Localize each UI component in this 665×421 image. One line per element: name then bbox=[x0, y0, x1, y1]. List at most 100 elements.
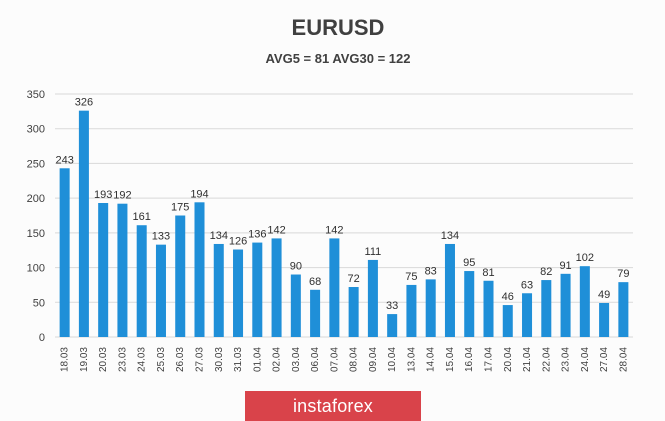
data-label: 194 bbox=[190, 188, 208, 200]
data-label: 111 bbox=[365, 246, 382, 258]
y-axis: 0 50 100 150 200 250 300 350 bbox=[27, 89, 45, 344]
bar bbox=[290, 274, 301, 337]
x-axis: 18.03 19.03 20.03 23.03 24.03 25.03 26.03 27.03… bbox=[60, 347, 630, 372]
bar bbox=[483, 280, 494, 337]
data-label: 79 bbox=[617, 268, 629, 280]
bar bbox=[348, 287, 359, 337]
data-label: 91 bbox=[559, 260, 571, 272]
x-tick-label: 02.04 bbox=[272, 347, 283, 372]
bar bbox=[155, 244, 166, 337]
bar bbox=[464, 271, 475, 337]
bar bbox=[136, 225, 147, 337]
bar bbox=[98, 203, 109, 337]
y-tick-label: 300 bbox=[27, 124, 45, 136]
bar bbox=[599, 302, 610, 337]
bar bbox=[406, 284, 417, 337]
x-tick-label: 14.04 bbox=[426, 347, 437, 372]
data-label: 161 bbox=[133, 211, 151, 223]
y-tick-label: 150 bbox=[27, 228, 45, 240]
data-label: 83 bbox=[425, 265, 437, 277]
bar bbox=[387, 314, 398, 337]
bar bbox=[310, 289, 321, 337]
y-tick-label: 250 bbox=[27, 158, 45, 170]
data-label: 193 bbox=[94, 189, 112, 201]
x-tick-label: 28.04 bbox=[618, 347, 629, 372]
bars bbox=[59, 110, 629, 337]
data-label: 95 bbox=[463, 257, 475, 269]
x-tick-label: 06.04 bbox=[310, 347, 321, 372]
x-tick-label: 30.03 bbox=[214, 347, 225, 372]
y-tick-label: 100 bbox=[27, 263, 45, 275]
x-tick-label: 23.04 bbox=[561, 347, 572, 372]
bar bbox=[175, 215, 186, 337]
bar bbox=[618, 282, 629, 337]
x-tick-label: 13.04 bbox=[406, 347, 417, 372]
watermark-text: instaforex bbox=[292, 395, 374, 416]
data-label: 49 bbox=[598, 289, 610, 301]
bar bbox=[329, 238, 340, 337]
data-label: 136 bbox=[248, 229, 266, 241]
x-tick-label: 26.03 bbox=[175, 347, 186, 372]
x-tick-label: 08.04 bbox=[349, 347, 360, 372]
data-label: 72 bbox=[348, 273, 360, 285]
x-tick-label: 15.04 bbox=[445, 347, 456, 372]
x-tick-label: 10.04 bbox=[387, 347, 398, 372]
bar bbox=[560, 273, 571, 337]
data-label: 46 bbox=[502, 291, 514, 303]
bar bbox=[367, 259, 378, 337]
data-label: 192 bbox=[113, 190, 131, 202]
x-tick-label: 24.03 bbox=[137, 347, 148, 372]
x-tick-label: 16.04 bbox=[464, 347, 475, 372]
y-tick-label: 0 bbox=[39, 332, 45, 344]
data-label: 134 bbox=[210, 230, 228, 242]
x-tick-label: 25.03 bbox=[156, 347, 167, 372]
data-label: 126 bbox=[229, 236, 247, 248]
bar bbox=[444, 243, 455, 337]
data-label: 133 bbox=[152, 231, 170, 243]
data-label: 243 bbox=[55, 154, 73, 166]
x-tick-label: 27.03 bbox=[195, 347, 206, 372]
chart-subtitle: AVG5 = 81 AVG30 = 122 bbox=[265, 51, 410, 66]
x-tick-label: 23.03 bbox=[117, 347, 128, 372]
bar bbox=[59, 168, 70, 337]
x-tick-label: 21.04 bbox=[522, 347, 533, 372]
data-label: 326 bbox=[75, 97, 93, 109]
x-tick-label: 01.04 bbox=[252, 347, 263, 372]
x-tick-label: 18.03 bbox=[60, 347, 71, 372]
data-label: 82 bbox=[540, 266, 552, 278]
chart-title: EURUSD bbox=[292, 15, 385, 40]
bar bbox=[522, 293, 533, 337]
y-tick-label: 200 bbox=[27, 193, 45, 205]
bar bbox=[213, 243, 224, 337]
bar bbox=[271, 238, 282, 337]
grid bbox=[55, 93, 633, 338]
data-label: 142 bbox=[325, 224, 343, 236]
x-tick-label: 09.04 bbox=[368, 347, 379, 372]
data-label: 102 bbox=[576, 252, 594, 264]
x-tick-label: 27.04 bbox=[599, 347, 610, 372]
bar bbox=[194, 202, 205, 337]
bar bbox=[252, 242, 263, 337]
data-label: 134 bbox=[441, 230, 459, 242]
data-label: 81 bbox=[482, 267, 494, 279]
y-tick-label: 350 bbox=[27, 89, 45, 101]
y-tick-label: 50 bbox=[33, 297, 45, 309]
data-label: 63 bbox=[521, 279, 533, 291]
data-label: 175 bbox=[171, 202, 189, 214]
x-tick-label: 03.04 bbox=[291, 347, 302, 372]
x-tick-label: 31.03 bbox=[233, 347, 244, 372]
bar bbox=[502, 305, 513, 337]
data-label: 68 bbox=[309, 276, 321, 288]
x-tick-label: 20.04 bbox=[503, 347, 514, 372]
x-tick-label: 17.04 bbox=[484, 347, 495, 372]
watermark-banner: instaforex bbox=[245, 391, 421, 421]
data-label: 75 bbox=[405, 271, 417, 283]
bar bbox=[233, 249, 244, 337]
x-tick-label: 22.04 bbox=[541, 347, 552, 372]
x-tick-label: 07.04 bbox=[329, 347, 340, 372]
data-label: 33 bbox=[386, 300, 398, 312]
bar bbox=[78, 110, 89, 337]
